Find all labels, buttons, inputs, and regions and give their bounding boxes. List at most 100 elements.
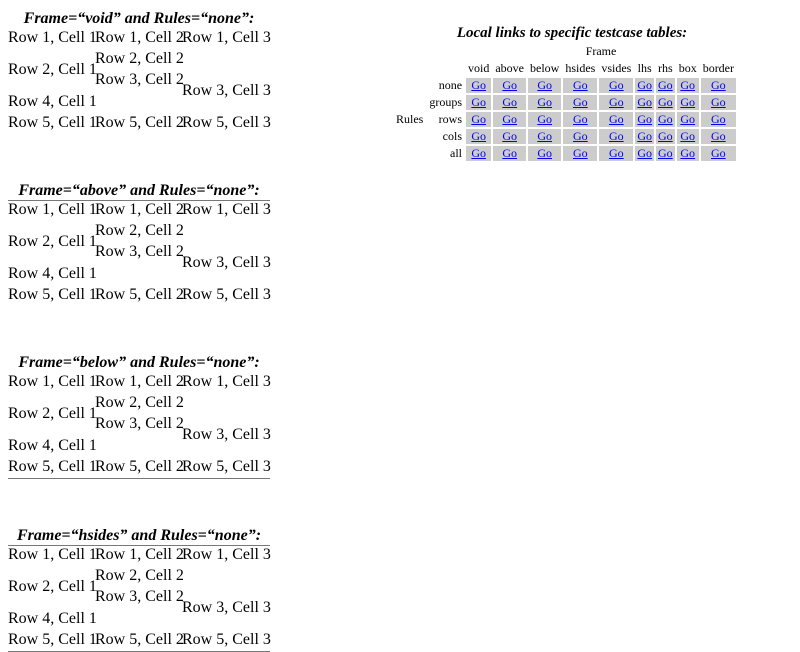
go-link-rhs-groups[interactable]: Go <box>658 95 673 109</box>
table-cell-r2c1: Row 2, Cell 1 <box>8 578 97 595</box>
table-cell-r5c2: Row 5, Cell 2 <box>95 286 184 303</box>
go-link-rhs-cols[interactable]: Go <box>658 129 673 143</box>
go-link-void-rows[interactable]: Go <box>471 112 487 126</box>
go-link-below-none[interactable]: Go <box>537 78 553 92</box>
table-cell-r5c2: Row 5, Cell 2 <box>95 458 184 475</box>
go-link-vsides-cols[interactable]: Go <box>609 129 624 143</box>
go-link-below-cols[interactable]: Go <box>537 129 553 143</box>
go-link-border-none[interactable]: Go <box>711 78 726 92</box>
testcase-void: Frame=“void” and Rules=“none”: Row 1, Ce… <box>8 10 271 135</box>
go-link-border-groups[interactable]: Go <box>711 95 726 109</box>
table-cell-r3c2: Row 3, Cell 2 <box>95 588 184 605</box>
go-link-rhs-none[interactable]: Go <box>658 78 673 92</box>
go-link-below-all[interactable]: Go <box>537 146 553 160</box>
rules-row-groups: groups Go Go Go Go Go Go Go Go Go <box>394 95 737 110</box>
frame-header: Frame <box>585 44 617 58</box>
table-cell-r5c1: Row 5, Cell 1 <box>8 458 97 475</box>
go-cell: Go <box>599 146 634 161</box>
frame-name-border: border <box>702 61 735 75</box>
go-cell: Go <box>528 129 562 144</box>
go-cell: Go <box>656 78 675 93</box>
go-link-hsides-groups[interactable]: Go <box>573 95 588 109</box>
go-link-box-none[interactable]: Go <box>680 78 696 92</box>
table-cell-r1c1: Row 1, Cell 1 <box>8 373 97 390</box>
table-cell-r1c1: Row 1, Cell 1 <box>8 201 97 218</box>
table-cell-r1c3: Row 1, Cell 3 <box>182 373 271 390</box>
table-cell-r2c2: Row 2, Cell 2 <box>95 50 184 67</box>
go-cell: Go <box>656 95 675 110</box>
go-cell: Go <box>676 129 699 144</box>
go-cell: Go <box>528 78 562 93</box>
table-cell-r5c3: Row 5, Cell 3 <box>182 114 271 131</box>
go-link-above-rows[interactable]: Go <box>502 112 518 126</box>
go-cell: Go <box>635 112 655 127</box>
go-link-void-groups[interactable]: Go <box>471 95 487 109</box>
table-cell-r2c2: Row 2, Cell 2 <box>95 394 184 411</box>
go-link-void-all[interactable]: Go <box>471 146 487 160</box>
go-link-vsides-groups[interactable]: Go <box>609 95 624 109</box>
testcase-above: Frame=“above” and Rules=“none”: Row 1, C… <box>8 182 271 307</box>
table-cell-r2c2: Row 2, Cell 2 <box>95 222 184 239</box>
go-cell: Go <box>563 95 598 110</box>
table-cell-r3c2: Row 3, Cell 2 <box>95 71 184 88</box>
go-link-border-rows[interactable]: Go <box>711 112 726 126</box>
go-cell: Go <box>700 146 737 161</box>
go-link-void-none[interactable]: Go <box>471 78 487 92</box>
frame-name-above: above <box>495 61 525 75</box>
go-link-lhs-all[interactable]: Go <box>637 146 653 160</box>
table-cell-r5c2: Row 5, Cell 2 <box>95 114 184 131</box>
go-link-lhs-groups[interactable]: Go <box>637 95 653 109</box>
go-link-above-none[interactable]: Go <box>502 78 518 92</box>
links-table: Frame void above below hsides vsides lhs rhs bo… <box>392 42 738 163</box>
go-link-box-rows[interactable]: Go <box>680 112 696 126</box>
go-cell: Go <box>563 78 598 93</box>
table-cell-r4c1: Row 4, Cell 1 <box>8 93 97 110</box>
table-cell-r5c3: Row 5, Cell 3 <box>182 458 271 475</box>
go-cell: Go <box>528 112 562 127</box>
go-cell: Go <box>700 112 737 127</box>
go-link-below-rows[interactable]: Go <box>537 112 553 126</box>
go-link-above-all[interactable]: Go <box>502 146 518 160</box>
frame-name-rhs: rhs <box>658 61 673 75</box>
go-cell: Go <box>563 129 598 144</box>
testcase-grid: Row 1, Cell 1 Row 1, Cell 2 Row 1, Cell 3 R… <box>8 28 271 135</box>
go-link-rhs-all[interactable]: Go <box>658 146 673 160</box>
go-cell: Go <box>656 129 675 144</box>
table-cell-r1c2: Row 1, Cell 2 <box>95 201 184 218</box>
rules-row-none: Rules none Go Go Go Go Go Go Go Go Go <box>394 78 737 126</box>
table-cell-r5c2: Row 5, Cell 2 <box>95 631 184 648</box>
go-link-box-groups[interactable]: Go <box>680 95 696 109</box>
go-link-above-groups[interactable]: Go <box>502 95 518 109</box>
testcase-caption: Frame=“void” and Rules=“none”: <box>23 10 255 27</box>
go-link-border-all[interactable]: Go <box>711 146 726 160</box>
go-cell: Go <box>599 78 634 93</box>
go-link-lhs-cols[interactable]: Go <box>637 129 653 143</box>
go-link-hsides-cols[interactable]: Go <box>573 129 588 143</box>
go-cell: Go <box>563 112 598 127</box>
go-link-lhs-rows[interactable]: Go <box>637 112 653 126</box>
go-link-rhs-rows[interactable]: Go <box>658 112 673 126</box>
go-link-vsides-rows[interactable]: Go <box>609 112 624 126</box>
go-link-vsides-all[interactable]: Go <box>609 146 624 160</box>
go-link-border-cols[interactable]: Go <box>711 129 726 143</box>
go-link-box-cols[interactable]: Go <box>680 129 696 143</box>
go-link-vsides-none[interactable]: Go <box>609 78 624 92</box>
go-link-void-cols[interactable]: Go <box>471 129 487 143</box>
go-link-hsides-none[interactable]: Go <box>573 78 588 92</box>
go-link-hsides-rows[interactable]: Go <box>573 112 588 126</box>
go-link-lhs-none[interactable]: Go <box>637 78 653 92</box>
table-cell-r1c2: Row 1, Cell 2 <box>95 546 184 563</box>
go-link-above-cols[interactable]: Go <box>502 129 518 143</box>
go-cell: Go <box>493 129 527 144</box>
table-cell-r5c1: Row 5, Cell 1 <box>8 114 97 131</box>
frame-name-lhs: lhs <box>637 61 652 75</box>
rules-header: Rules <box>396 112 424 126</box>
go-link-box-all[interactable]: Go <box>680 146 696 160</box>
table-cell-r1c2: Row 1, Cell 2 <box>95 373 184 390</box>
go-link-hsides-all[interactable]: Go <box>573 146 588 160</box>
testcase-caption: Frame=“above” and Rules=“none”: <box>18 182 260 199</box>
go-cell: Go <box>528 95 562 110</box>
testcase-below: Frame=“below” and Rules=“none”: Row 1, C… <box>8 354 271 479</box>
table-cell-r2c1: Row 2, Cell 1 <box>8 405 97 422</box>
go-link-below-groups[interactable]: Go <box>537 95 553 109</box>
